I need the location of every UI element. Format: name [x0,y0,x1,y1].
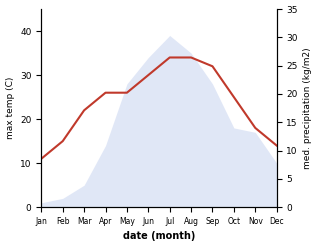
Y-axis label: max temp (C): max temp (C) [5,77,15,139]
X-axis label: date (month): date (month) [123,231,195,242]
Y-axis label: med. precipitation (kg/m2): med. precipitation (kg/m2) [303,47,313,169]
